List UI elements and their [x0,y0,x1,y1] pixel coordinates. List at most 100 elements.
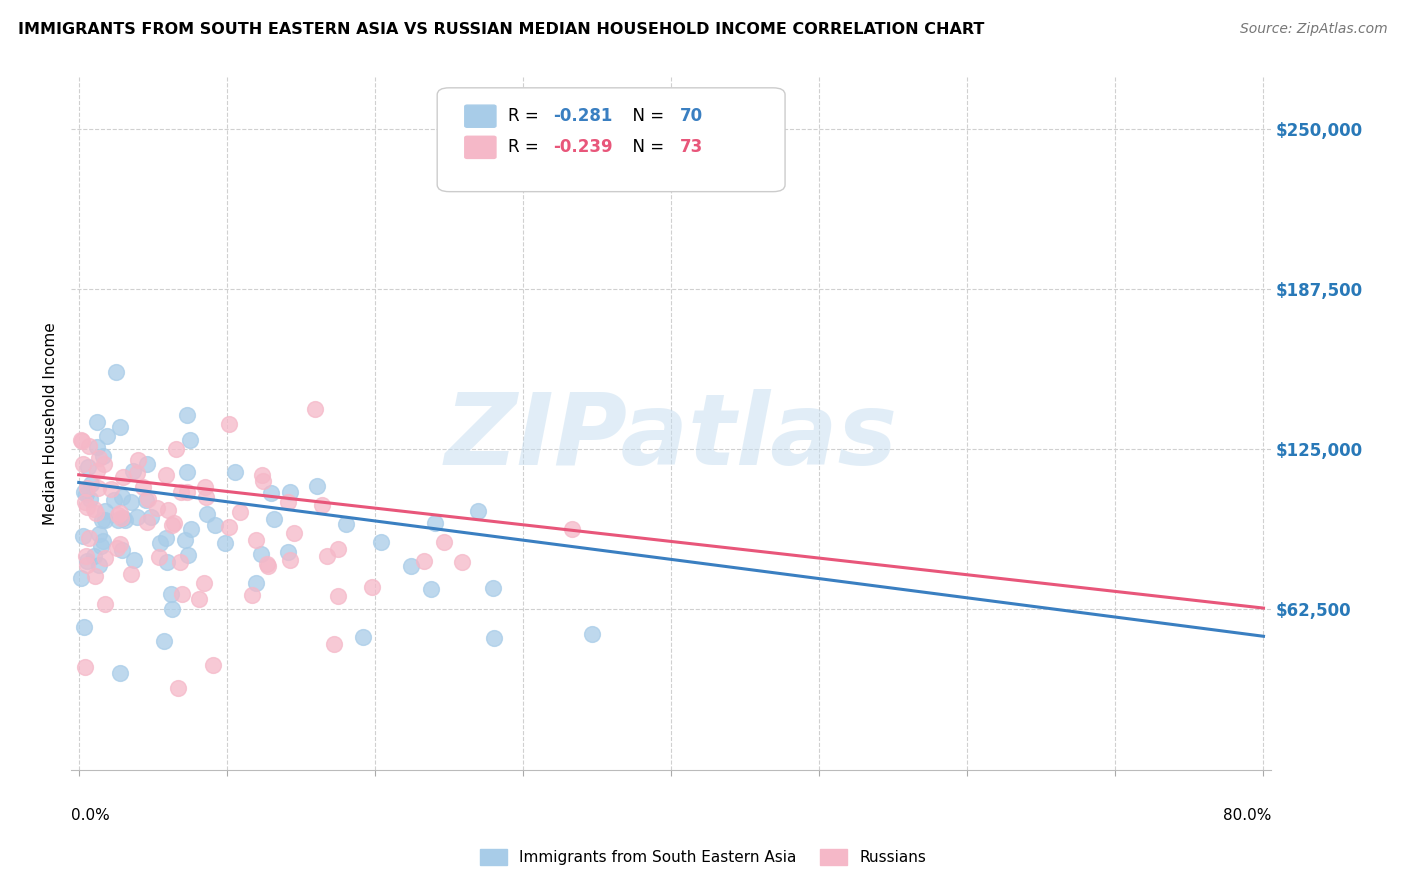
Point [352,630,374,644]
Point [69,434,91,448]
Point [277,544,299,558]
Point [433,535,456,549]
Point [170,586,193,600]
Point [84,506,107,520]
Point [305,479,328,493]
Point [120,494,142,508]
Point [256,557,278,571]
Point [94,503,117,517]
Point [91,513,114,527]
Point [160,587,183,601]
Text: 70: 70 [679,106,703,125]
Point [75,660,97,674]
Point [94,597,117,611]
Point [193,576,215,591]
Point [170,484,193,499]
Point [73,485,96,500]
Point [121,464,143,478]
Y-axis label: Median Household Income: Median Household Income [44,322,58,524]
Point [218,520,240,534]
Point [90,539,112,553]
Point [155,468,177,483]
Point [146,500,169,515]
Point [263,512,285,526]
Point [425,516,447,531]
Point [195,490,218,504]
Point [194,480,217,494]
Point [76,481,98,495]
Text: N =: N = [621,106,669,125]
Text: 80.0%: 80.0% [1223,808,1271,823]
Point [73,620,96,634]
Point [278,553,301,567]
Point [361,580,384,594]
Point [277,495,299,509]
Point [176,408,198,422]
Point [148,550,170,565]
Text: 73: 73 [679,137,703,156]
Point [256,559,278,574]
Point [77,459,100,474]
Point [160,517,183,532]
Point [93,458,115,472]
Point [120,566,142,581]
Point [370,535,392,549]
Point [179,433,201,447]
Point [250,468,273,483]
Point [91,450,114,464]
Point [87,558,110,572]
Point [105,365,128,379]
FancyBboxPatch shape [465,136,496,159]
Point [163,516,186,530]
Point [283,526,305,541]
Text: R =: R = [508,137,544,156]
Point [201,658,224,673]
Point [240,588,263,602]
Point [581,627,603,641]
Point [162,601,184,615]
Point [111,542,134,557]
Point [103,492,125,507]
Text: 0.0%: 0.0% [72,808,110,823]
Point [132,480,155,494]
Point [93,513,115,527]
Point [155,531,177,545]
Text: IMMIGRANTS FROM SOUTH EASTERN ASIA VS RUSSIAN MEDIAN HOUSEHOLD INCOME CORRELATIO: IMMIGRANTS FROM SOUTH EASTERN ASIA VS RU… [18,22,984,37]
Point [111,511,134,525]
Point [420,582,443,596]
Point [176,549,198,563]
Point [75,549,97,563]
FancyBboxPatch shape [437,87,785,192]
Point [96,429,118,443]
Point [135,493,157,508]
Point [87,526,110,541]
Text: N =: N = [621,137,669,156]
Point [153,634,176,648]
Point [316,549,339,563]
Legend: Immigrants from South Eastern Asia, Russians: Immigrants from South Eastern Asia, Russ… [474,843,932,871]
Point [176,465,198,479]
Point [76,500,98,514]
FancyBboxPatch shape [465,105,496,128]
Point [250,547,273,561]
Point [125,509,148,524]
Point [89,450,111,465]
Point [77,439,100,453]
Point [139,510,162,524]
Point [322,638,344,652]
Point [280,485,302,500]
Point [70,571,93,585]
Point [451,555,474,569]
Point [157,503,180,517]
Point [75,487,97,501]
Point [73,495,96,509]
Point [100,483,122,497]
Point [197,507,219,521]
Point [87,481,110,495]
Point [412,554,434,568]
Point [108,506,131,520]
Point [260,486,283,500]
Point [77,531,100,545]
Point [86,415,108,429]
Text: R =: R = [508,106,544,125]
